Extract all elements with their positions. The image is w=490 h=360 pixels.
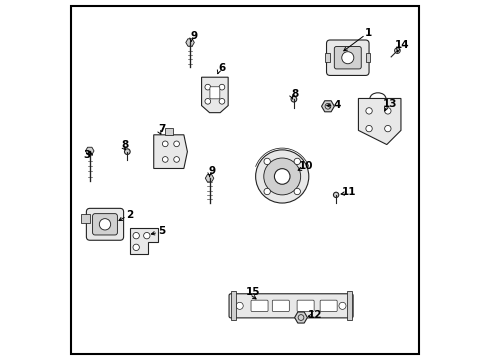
Polygon shape <box>154 135 187 168</box>
Text: 6: 6 <box>219 63 225 73</box>
Bar <box>165 128 173 135</box>
Text: 1: 1 <box>365 28 371 38</box>
FancyBboxPatch shape <box>86 208 123 240</box>
Text: 8: 8 <box>122 140 129 149</box>
Circle shape <box>294 158 300 165</box>
Circle shape <box>219 84 225 90</box>
Circle shape <box>394 48 400 54</box>
Circle shape <box>339 302 346 309</box>
Circle shape <box>162 141 168 147</box>
Polygon shape <box>358 99 401 145</box>
Text: 11: 11 <box>342 188 356 197</box>
FancyBboxPatch shape <box>326 40 369 76</box>
Circle shape <box>366 108 372 114</box>
Text: 4: 4 <box>334 99 341 109</box>
Circle shape <box>133 244 139 251</box>
Circle shape <box>264 188 270 195</box>
Bar <box>366 54 370 62</box>
Circle shape <box>264 158 270 165</box>
Circle shape <box>256 150 309 203</box>
Text: 2: 2 <box>126 211 133 220</box>
FancyBboxPatch shape <box>334 46 361 69</box>
Circle shape <box>294 188 300 195</box>
Circle shape <box>366 125 372 132</box>
Bar <box>231 291 236 320</box>
Circle shape <box>385 108 391 114</box>
Text: 5: 5 <box>158 226 165 237</box>
FancyBboxPatch shape <box>93 213 118 235</box>
Circle shape <box>333 192 339 198</box>
FancyBboxPatch shape <box>320 300 337 311</box>
Text: 9: 9 <box>209 166 216 176</box>
Text: 13: 13 <box>383 99 397 109</box>
Circle shape <box>162 157 168 162</box>
Text: 10: 10 <box>299 161 313 171</box>
Polygon shape <box>294 312 307 323</box>
Circle shape <box>342 52 354 64</box>
Circle shape <box>264 158 301 195</box>
Bar <box>347 291 352 320</box>
Text: 7: 7 <box>158 123 166 134</box>
Polygon shape <box>130 228 158 254</box>
Text: 3: 3 <box>84 150 91 160</box>
Circle shape <box>236 302 243 309</box>
Polygon shape <box>186 39 195 46</box>
Circle shape <box>99 219 111 230</box>
Text: 14: 14 <box>394 40 409 50</box>
Circle shape <box>174 141 179 147</box>
Bar <box>81 214 90 222</box>
Circle shape <box>219 99 225 104</box>
Circle shape <box>385 125 391 132</box>
Circle shape <box>205 99 211 104</box>
Polygon shape <box>85 147 94 154</box>
FancyBboxPatch shape <box>210 87 220 99</box>
Polygon shape <box>321 101 334 112</box>
Circle shape <box>133 233 139 239</box>
Bar <box>325 54 330 62</box>
Text: 8: 8 <box>291 89 298 99</box>
FancyBboxPatch shape <box>229 294 353 318</box>
Polygon shape <box>201 77 228 113</box>
FancyBboxPatch shape <box>272 300 289 311</box>
FancyBboxPatch shape <box>297 300 314 311</box>
Text: 9: 9 <box>191 31 198 41</box>
Circle shape <box>124 149 130 154</box>
Circle shape <box>274 168 290 184</box>
Text: 12: 12 <box>308 310 322 320</box>
Text: 15: 15 <box>246 287 260 297</box>
Circle shape <box>205 84 211 90</box>
Circle shape <box>174 157 179 162</box>
Polygon shape <box>205 175 214 182</box>
Circle shape <box>144 233 150 239</box>
FancyBboxPatch shape <box>251 300 268 311</box>
Circle shape <box>291 96 297 102</box>
